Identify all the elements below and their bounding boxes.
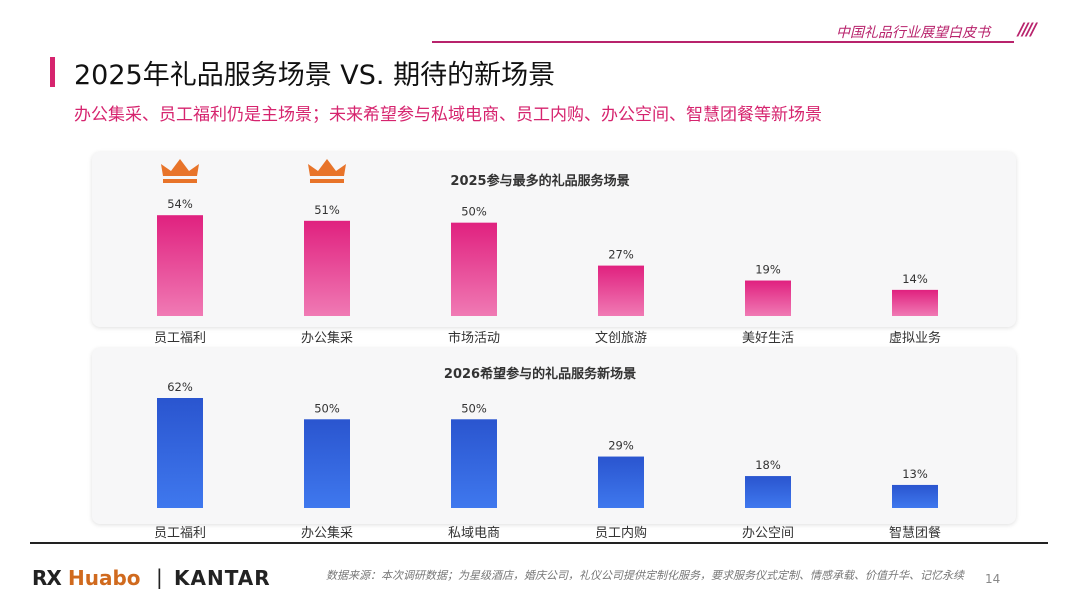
data-source-note: 数据来源：本次调研数据；为星级酒店，婚庆公司，礼仪公司提供定制化服务，要求服务仪… (326, 569, 964, 582)
bar-c2026-1 (304, 419, 350, 508)
value-label: 18% (755, 458, 781, 472)
value-label: 29% (608, 439, 634, 453)
huabo-logo: Huabo (68, 566, 141, 590)
header-rule (432, 41, 1014, 43)
header-slashes: //// (1018, 20, 1037, 40)
logo-separator: | (156, 565, 163, 589)
value-label: 14% (902, 272, 928, 286)
category-label: 市场活动 (448, 330, 500, 346)
bar-c2025-3 (598, 265, 644, 316)
crown-icon (308, 159, 346, 176)
bar-c2025-1 (304, 220, 350, 316)
value-label: 50% (461, 401, 487, 415)
value-label: 62% (167, 380, 193, 394)
value-label: 50% (314, 401, 340, 415)
kantar-logo: KANTAR (174, 566, 271, 590)
category-label: 办公空间 (742, 526, 794, 541)
category-label: 员工福利 (154, 331, 206, 346)
value-label: 54% (167, 197, 193, 211)
chart-panel-2026 (92, 348, 1016, 524)
footer-rule (30, 542, 1048, 544)
page-subtitle: 办公集采、员工福利仍是主场景；未来希望参与私域电商、员工内购、办公空间、智慧团餐… (74, 105, 822, 125)
page-number: 14 (985, 572, 1001, 586)
crown-icon (161, 159, 199, 176)
value-label: 13% (902, 467, 928, 481)
header-brand: 中国礼品行业展望白皮书 (836, 25, 990, 41)
category-label: 私域电商 (448, 526, 500, 541)
bar-c2026-5 (892, 484, 938, 508)
category-label: 美好生活 (742, 331, 794, 346)
chart-panel-2025 (92, 152, 1016, 327)
value-label: 27% (608, 248, 634, 262)
bar-c2026-4 (745, 476, 791, 508)
category-label: 智慧团餐 (889, 525, 941, 541)
value-label: 50% (461, 205, 487, 219)
crown-base (163, 179, 197, 183)
bar-c2025-2 (451, 222, 497, 316)
bar-c2026-3 (598, 456, 644, 508)
category-label: 办公集采 (301, 330, 353, 346)
chart-title: 2026希望参与的礼品服务新场景 (444, 366, 636, 382)
value-label: 19% (755, 263, 781, 277)
page-title: 2025年礼品服务场景 VS. 期待的新场景 (74, 60, 556, 91)
category-label: 员工福利 (154, 526, 206, 541)
title-accent-bar (50, 57, 55, 87)
category-label: 虚拟业务 (889, 330, 941, 346)
chart-title: 2025参与最多的礼品服务场景 (450, 173, 629, 189)
rx-logo: RX (32, 566, 62, 590)
bar-c2025-0 (157, 215, 203, 316)
category-label: 文创旅游 (595, 331, 647, 346)
bar-c2026-2 (451, 419, 497, 508)
bar-c2026-0 (157, 398, 203, 508)
category-label: 员工内购 (595, 525, 647, 541)
category-label: 办公集采 (301, 525, 353, 541)
bar-c2025-5 (892, 289, 938, 316)
value-label: 51% (314, 203, 340, 217)
bar-c2025-4 (745, 280, 791, 316)
crown-base (310, 179, 344, 183)
